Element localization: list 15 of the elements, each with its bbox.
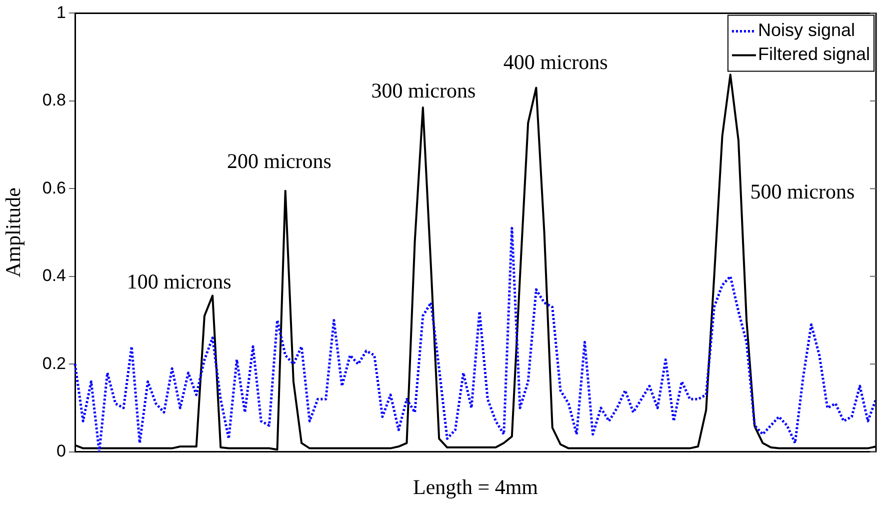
y-tick-label: 0.4	[42, 266, 66, 286]
y-axis-title: Amplitude	[1, 188, 26, 278]
y-tick-label: 0.8	[42, 90, 66, 110]
annotation: 300 microns	[371, 78, 476, 103]
y-tick-label: 1	[56, 2, 66, 22]
annotation: 200 microns	[227, 148, 332, 173]
annotation: 500 microns	[750, 180, 855, 204]
legend-label: Noisy signal	[758, 20, 855, 40]
y-tick-label: 0.6	[42, 178, 66, 198]
annotation: 100 microns	[126, 269, 232, 294]
legend-label: Filtered signal	[758, 44, 870, 64]
x-axis-title: Length = 4mm	[413, 474, 538, 499]
y-tick-label: 0	[56, 441, 66, 460]
annotation: 400 microns	[503, 50, 608, 74]
y-tick-label: 0.2	[42, 354, 66, 373]
